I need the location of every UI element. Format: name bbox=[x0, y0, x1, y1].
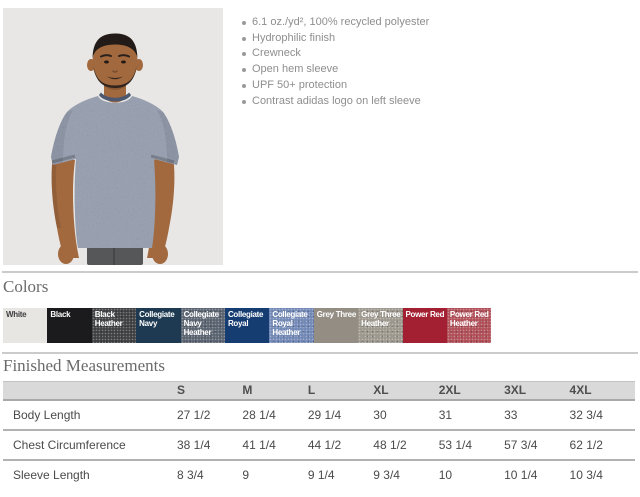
feature-list: 6.1 oz./yd², 100% recycled polyester Hyd… bbox=[238, 15, 633, 109]
measurement-cell: 57 3/4 bbox=[504, 437, 538, 452]
color-swatch-strip: White Black Black Heather Collegiate Nav… bbox=[3, 308, 492, 343]
measurement-cell: 32 3/4 bbox=[569, 407, 603, 422]
measurement-cell: 38 1/4 bbox=[177, 437, 211, 452]
measurement-row-label: Sleeve Length bbox=[13, 468, 90, 482]
measurement-cell: 53 1/4 bbox=[438, 437, 473, 452]
table-row: Chest Circumference 38 1/4 41 1/4 44 1/2… bbox=[3, 430, 635, 460]
size-column-header: M bbox=[242, 383, 253, 398]
measurement-cell: 10 3/4 bbox=[569, 468, 603, 482]
measurement-cell: 62 1/2 bbox=[569, 437, 603, 452]
color-swatch-collegiate-royal-heather[interactable]: Collegiate Royal Heather bbox=[269, 308, 314, 343]
swatch-label: White bbox=[6, 310, 27, 319]
swatch-label: Power Red bbox=[405, 310, 445, 319]
measurement-row-label: Body Length bbox=[13, 407, 81, 422]
color-swatch-power-red[interactable]: Power Red bbox=[402, 308, 447, 343]
color-swatch-white[interactable]: White bbox=[3, 308, 48, 343]
measurement-cell: 10 bbox=[438, 468, 453, 482]
measurement-cell: 9 1/4 bbox=[307, 468, 335, 482]
measurement-cell: 41 1/4 bbox=[242, 437, 276, 452]
color-swatch-collegiate-royal[interactable]: Collegiate Royal bbox=[224, 308, 270, 343]
feature-item: Contrast adidas logo on left sleeve bbox=[238, 94, 633, 110]
color-swatch-grey-three[interactable]: Grey Three bbox=[313, 308, 359, 343]
swatch-label: Collegiate Royal bbox=[227, 310, 264, 328]
swatch-label: Collegiate Navy Heather bbox=[183, 310, 220, 337]
feature-item: UPF 50+ protection bbox=[238, 78, 633, 94]
divider bbox=[2, 352, 638, 354]
color-swatch-collegiate-navy[interactable]: Collegiate Navy bbox=[136, 308, 181, 343]
measurement-cell: 29 1/4 bbox=[307, 407, 342, 422]
measurement-cell: 28 1/4 bbox=[242, 407, 276, 422]
measurement-cell: 48 1/2 bbox=[373, 437, 407, 452]
table-row: Sleeve Length 8 3/4 9 9 1/4 9 3/4 10 10 … bbox=[3, 460, 635, 490]
size-column-header: 4XL bbox=[569, 383, 592, 398]
colors-heading: Colors bbox=[3, 277, 49, 296]
measurement-cell: 33 bbox=[504, 407, 518, 422]
measurement-cell: 9 bbox=[242, 468, 250, 482]
product-photo bbox=[3, 8, 223, 265]
size-column-header: 2XL bbox=[438, 383, 461, 398]
color-swatch-black-heather[interactable]: Black Heather bbox=[91, 308, 137, 343]
blank-header-cell bbox=[3, 382, 177, 400]
feature-item: Open hem sleeve bbox=[238, 62, 633, 78]
color-swatch-collegiate-navy-heather[interactable]: Collegiate Navy Heather bbox=[180, 308, 225, 343]
color-swatch-power-red-heather[interactable]: Power Red Heather bbox=[446, 308, 492, 343]
model-head bbox=[87, 33, 143, 88]
color-swatch-grey-three-heather[interactable]: Grey Three Heather bbox=[358, 308, 403, 343]
model-photo-illustration bbox=[3, 8, 223, 265]
measurement-cell: 27 1/2 bbox=[177, 407, 211, 422]
swatch-label: Black bbox=[50, 310, 71, 319]
measurement-cell: 10 1/4 bbox=[504, 468, 538, 482]
feature-item: Crewneck bbox=[238, 46, 633, 62]
size-column-header: 3XL bbox=[504, 383, 527, 398]
swatch-label: Power Red Heather bbox=[449, 310, 489, 328]
feature-item: Hydrophilic finish bbox=[238, 31, 633, 47]
measurement-row-label: Chest Circumference bbox=[13, 437, 126, 452]
size-column-header: L bbox=[307, 383, 316, 398]
table-row: Body Length 27 1/2 28 1/4 29 1/4 30 31 3… bbox=[3, 400, 635, 430]
swatch-label: Grey Three bbox=[316, 310, 357, 319]
swatch-label: Black Heather bbox=[94, 310, 123, 328]
table-header-row: S M L XL 2XL 3XL 4XL bbox=[3, 381, 635, 400]
measurement-cell: 9 3/4 bbox=[373, 468, 400, 482]
feature-item: 6.1 oz./yd², 100% recycled polyester bbox=[238, 15, 633, 31]
size-column-header: S bbox=[177, 383, 186, 398]
size-column-header: XL bbox=[373, 383, 389, 398]
measurements-table: S M L XL 2XL 3XL 4XL Body Length 27 1/2 … bbox=[3, 381, 635, 490]
swatch-label: Grey Three Heather bbox=[361, 310, 401, 328]
color-swatch-black[interactable]: Black bbox=[47, 308, 92, 343]
measurement-cell: 8 3/4 bbox=[177, 468, 204, 482]
swatch-label: Collegiate Royal Heather bbox=[272, 310, 308, 337]
swatch-label: Collegiate Navy bbox=[139, 310, 175, 328]
measurement-cell: 31 bbox=[438, 407, 453, 422]
measurement-cell: 30 bbox=[373, 407, 387, 422]
divider bbox=[2, 271, 638, 273]
measurement-cell: 44 1/2 bbox=[307, 437, 342, 452]
finished-measurements-heading: Finished Measurements bbox=[3, 356, 165, 375]
